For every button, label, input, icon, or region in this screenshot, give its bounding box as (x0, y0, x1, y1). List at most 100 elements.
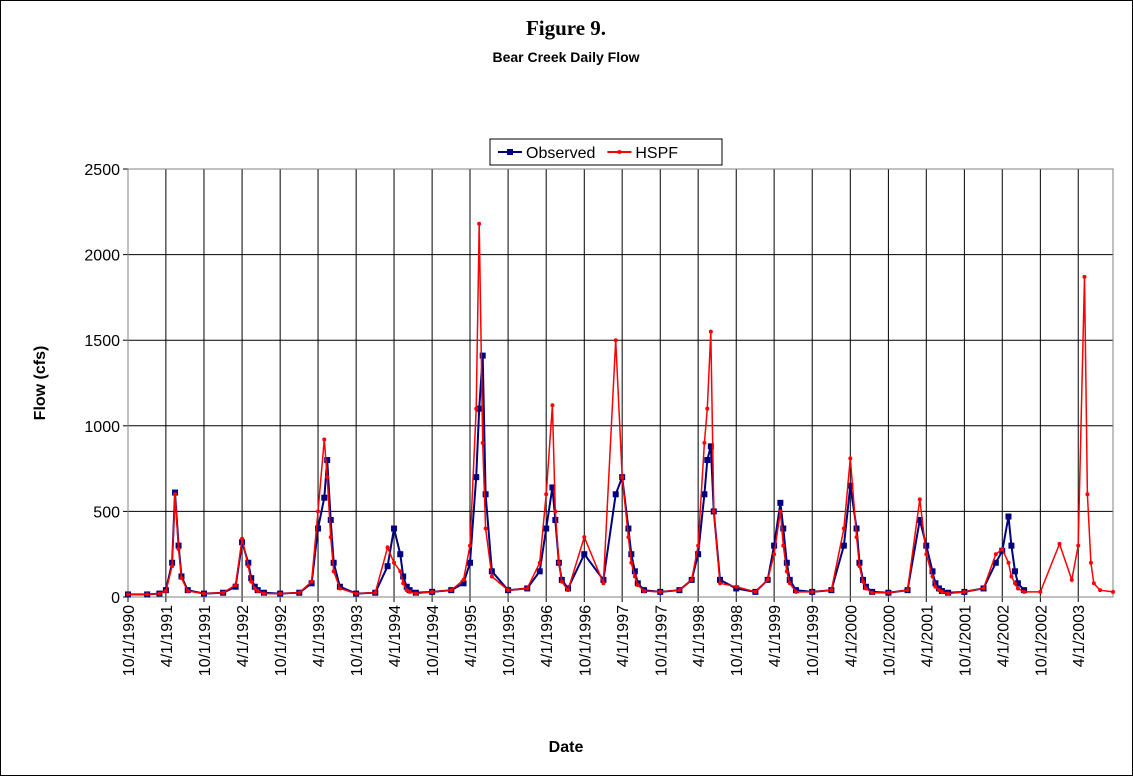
y-tick-label: 2000 (84, 248, 120, 265)
data-point (185, 589, 190, 594)
data-point (1000, 547, 1005, 552)
legend-label: Observed (526, 145, 595, 162)
x-tick-label: 10/1/2001 (957, 605, 974, 676)
data-point (854, 535, 859, 540)
series-line (128, 223, 1114, 596)
data-point (702, 440, 707, 445)
data-point (717, 581, 722, 586)
data-point (173, 492, 178, 497)
legend: Observed HSPF (489, 138, 723, 166)
data-point (689, 577, 694, 582)
data-point (413, 591, 418, 596)
data-point (1012, 581, 1017, 586)
data-point (771, 542, 778, 549)
data-point (787, 581, 792, 586)
data-point (473, 474, 480, 481)
x-tick-label: 4/1/1996 (539, 605, 556, 667)
data-point (939, 589, 944, 594)
data-point (642, 589, 647, 594)
data-point (848, 456, 853, 461)
legend-marker (507, 149, 513, 155)
data-point (841, 526, 846, 531)
data-point (537, 560, 542, 565)
data-point (477, 221, 482, 226)
data-point (1088, 560, 1093, 565)
data-point (677, 588, 682, 593)
data-point (278, 591, 283, 596)
data-point (933, 584, 938, 589)
data-point (316, 509, 321, 514)
data-point (778, 509, 783, 514)
data-point (322, 437, 327, 442)
data-point (695, 551, 702, 558)
data-point (635, 583, 640, 588)
data-point (905, 588, 910, 593)
x-tick-label: 10/1/2000 (881, 605, 898, 676)
data-point (1015, 586, 1020, 591)
data-point (461, 577, 466, 582)
data-point (705, 406, 710, 411)
data-point (407, 589, 412, 594)
data-point (1005, 513, 1012, 520)
data-point (1038, 589, 1043, 594)
x-tick-label: 10/1/1999 (805, 605, 822, 676)
data-point (626, 535, 631, 540)
data-point (711, 509, 716, 514)
data-point (1098, 588, 1103, 593)
data-point (403, 583, 410, 590)
x-tick-label: 4/1/1995 (463, 605, 480, 667)
data-point (385, 545, 390, 550)
data-point (916, 516, 923, 523)
data-point (631, 568, 638, 575)
data-point (962, 589, 967, 594)
data-point (1057, 541, 1062, 546)
data-point (612, 491, 619, 498)
data-point (917, 497, 922, 502)
data-point (233, 583, 238, 588)
data-point (753, 589, 758, 594)
data-point (1091, 581, 1096, 586)
data-point (924, 552, 929, 557)
data-point (482, 491, 489, 498)
data-point (734, 584, 739, 589)
data-point (929, 568, 936, 575)
data-point (704, 457, 711, 464)
data-point (1008, 542, 1015, 549)
data-point (765, 577, 770, 582)
data-point (793, 589, 798, 594)
data-point (525, 586, 530, 591)
x-tick-label: 10/1/1998 (729, 605, 746, 676)
data-point (1022, 589, 1027, 594)
x-tick-label: 4/1/1992 (235, 605, 252, 667)
data-point (870, 590, 875, 595)
data-point (221, 590, 226, 595)
x-tick-label: 4/1/2003 (1071, 605, 1088, 667)
data-point (354, 591, 359, 596)
x-tick-label: 4/1/1994 (387, 605, 404, 667)
data-point (468, 543, 473, 548)
data-point (708, 329, 713, 334)
x-tick-label: 4/1/2001 (919, 605, 936, 667)
data-point (1085, 492, 1090, 497)
x-tick-label: 10/1/1993 (349, 605, 366, 676)
data-point (479, 352, 486, 359)
data-point (325, 475, 330, 480)
data-point (331, 569, 336, 574)
data-point (337, 586, 342, 591)
x-tick-label: 10/1/1995 (501, 605, 518, 676)
data-point (886, 590, 891, 595)
data-point (857, 564, 862, 569)
data-point (780, 525, 787, 532)
data-point (1111, 589, 1115, 594)
data-point (126, 592, 130, 597)
data-point (170, 564, 175, 569)
data-point (449, 588, 454, 593)
data-point (936, 588, 941, 593)
data-point (309, 579, 314, 584)
data-point (392, 560, 397, 565)
data-point (1076, 543, 1081, 548)
chart-title: Figure 9. (526, 16, 606, 40)
data-point (324, 457, 331, 464)
data-point (946, 591, 951, 596)
